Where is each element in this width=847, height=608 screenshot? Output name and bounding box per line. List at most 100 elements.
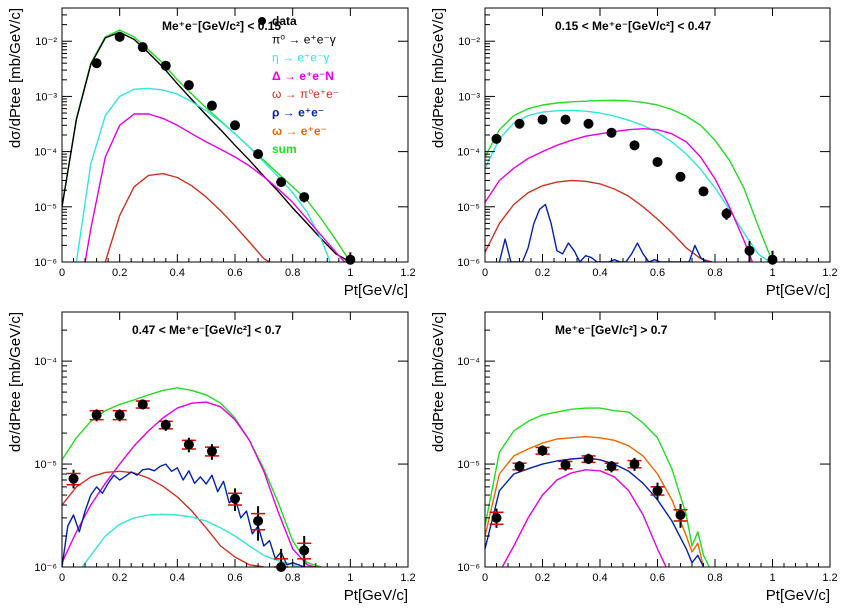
data-point [206, 446, 217, 457]
x-tick-label: 0.6 [650, 572, 665, 584]
x-tick-label: 0 [482, 572, 488, 584]
y-axis-title: dσ/dPtee [mb/GeV/c] [430, 8, 447, 148]
series-line-rho [485, 457, 705, 567]
y-tick-label: 10⁻⁵ [457, 459, 480, 471]
series-line-omega_dalitz [104, 172, 270, 262]
x-tick-label: 0 [482, 267, 488, 279]
data-points [489, 445, 688, 528]
x-tick-label: 0.8 [285, 267, 300, 279]
legend-label: π⁰ → e⁺e⁻γ [272, 32, 336, 46]
y-axis: 10⁻⁶ 10⁻⁵ 10⁻⁴ [34, 329, 408, 574]
x-axis-title: Pt[GeV/c] [766, 282, 830, 299]
series-line-pi0 [62, 31, 351, 262]
legend-label: Δ → e⁺e⁻N [272, 69, 334, 83]
data-point [652, 485, 663, 496]
y-axis: 10⁻⁶ 10⁻⁵ 10⁻⁴ [457, 329, 830, 574]
y-tick-label: 10⁻⁶ [34, 257, 57, 269]
data-point [583, 453, 594, 464]
y-tick-label: 10⁻² [35, 36, 57, 48]
x-axis-title: Pt[GeV/c] [344, 587, 408, 604]
y-tick-label: 10⁻⁴ [457, 356, 480, 368]
x-tick-label: 0.4 [170, 267, 185, 279]
panel-title: 0.15 < Me⁺e⁻[GeV/c²] < 0.47 [555, 19, 711, 33]
plot-frame [61, 7, 409, 263]
data-point [91, 58, 102, 69]
y-axis-title: dσ/dPtee [mb/GeV/c] [430, 312, 447, 452]
series-line-delta [62, 401, 316, 567]
series-line-delta [84, 113, 346, 262]
y-tick-label: 10⁻³ [35, 91, 57, 103]
data-point [606, 461, 617, 472]
legend-label: sum [272, 142, 297, 156]
x-axis: 0 0.2 0.4 0.6 0.8 1 1.2 [482, 312, 838, 584]
curves [62, 387, 322, 567]
y-axis-title: dσ/dPtee [mb/GeV/c] [7, 8, 24, 148]
x-tick-label: 0.8 [285, 572, 300, 584]
y-tick-label: 10⁻⁴ [457, 147, 480, 159]
panel-title: Me⁺e⁻[GeV/c²] > 0.7 [555, 323, 668, 337]
data-point [230, 120, 240, 131]
legend-label: ρ → e⁺e⁻ [272, 106, 324, 120]
legend-entry-data: data [258, 14, 297, 28]
curves [485, 407, 710, 567]
data-point [675, 171, 686, 182]
x-axis-title: Pt[GeV/c] [766, 587, 830, 604]
data-point [137, 399, 148, 410]
series-line-sum [485, 407, 710, 567]
panel-3: 0 0.2 0.4 0.6 0.8 1 1.2 10⁻⁶ 10⁻⁵ 10⁻⁴ Pt[GeV/c] dσ… [7, 311, 416, 604]
series-line-eta [485, 109, 771, 262]
data-point [629, 140, 640, 151]
y-tick-label: 10⁻⁶ [457, 562, 480, 574]
legend-entry-rho: ρ → e⁺e⁻ [272, 106, 324, 120]
legend-entry-pi0: π⁰ → e⁺e⁻γ [272, 32, 336, 46]
legend-entry-eta: η → e⁺e⁻γ [272, 51, 329, 65]
x-tick-label: 0.6 [227, 572, 242, 584]
data-point [137, 42, 148, 53]
series-line-omega_dalitz [62, 470, 264, 567]
y-tick-label: 10⁻⁴ [34, 147, 57, 159]
x-tick-label: 0.8 [707, 267, 722, 279]
data-point [160, 419, 171, 430]
x-tick-label: 0.2 [535, 267, 550, 279]
x-tick-label: 0.2 [535, 572, 550, 584]
legend-label: data [272, 14, 297, 28]
data-point [537, 445, 548, 456]
data-point [537, 114, 548, 125]
y-tick-label: 10⁻² [458, 36, 480, 48]
series-line-sum [62, 387, 322, 567]
panel-title: Me⁺e⁻[GeV/c²] < 0.15 [162, 19, 281, 33]
series-line-delta [485, 127, 754, 262]
x-axis: 0 0.2 0.4 0.6 0.8 1 1.2 [59, 8, 416, 279]
data-point [91, 409, 102, 420]
data-point [114, 409, 125, 420]
data-point [560, 114, 571, 125]
legend-entry-delta: Δ → e⁺e⁻N [272, 69, 334, 83]
x-tick-label: 1.2 [822, 572, 837, 584]
data-point [652, 156, 663, 167]
series-line-rho [498, 203, 713, 262]
legend-label: η → e⁺e⁻γ [272, 51, 329, 65]
panel-2: 0 0.2 0.4 0.6 0.8 1 1.2 10⁻⁶ 10⁻⁵ 10⁻⁴ 10⁻³ 10⁻² Pt[… [430, 7, 838, 299]
data-point [206, 100, 217, 111]
legend-entry-omega_direct: ω → e⁺e⁻ [272, 124, 327, 138]
data-point [491, 133, 502, 144]
data-point [514, 461, 525, 472]
series-line-eta [81, 513, 299, 567]
curves [62, 29, 351, 262]
data-points [66, 399, 312, 572]
x-tick-label: 0.8 [707, 572, 722, 584]
y-tick-label: 10⁻⁶ [457, 257, 480, 269]
data-point [160, 60, 171, 71]
legend-entry-sum: sum [272, 142, 297, 156]
x-tick-label: 0 [59, 267, 65, 279]
data-point [114, 31, 125, 42]
series-line-delta [501, 469, 667, 567]
data-point [253, 515, 264, 526]
y-tick-label: 10⁻⁵ [34, 202, 57, 214]
y-axis-title: dσ/dPtee [mb/GeV/c] [7, 312, 24, 452]
data-point [629, 459, 640, 470]
legend-label: ω → e⁺e⁻ [272, 124, 327, 138]
data-point [230, 493, 240, 504]
data-point [183, 80, 194, 91]
